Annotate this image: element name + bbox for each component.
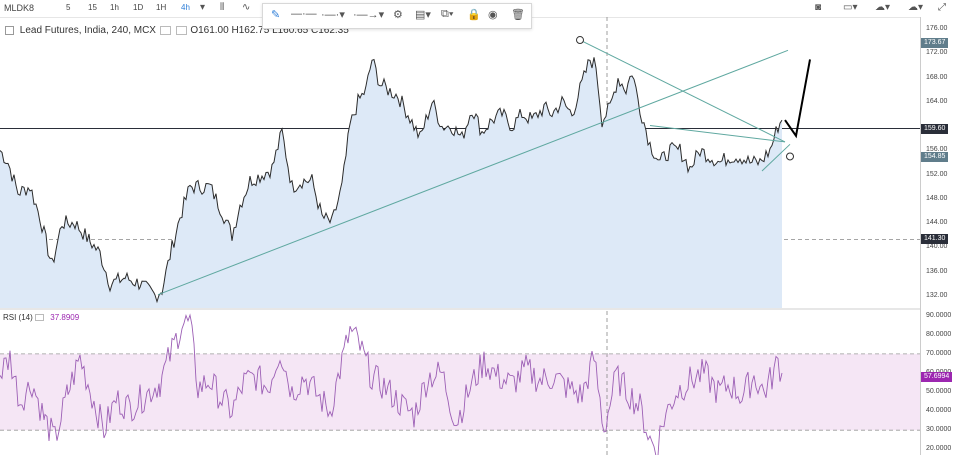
price-badge: 173.67 [921,38,949,49]
price-tick-label: 172.00 [926,49,948,57]
template-icon[interactable]: ▤▾ [415,9,431,21]
high-value: H162.75 [231,25,270,36]
price-area [0,57,782,309]
fullscreen-icon[interactable]: ⤢ [938,2,946,13]
price-tick-label: 132.00 [926,291,948,299]
rsi-label: RSI (14) [3,313,33,322]
price-tick-label: 168.00 [926,73,948,81]
price-tick-label: 140.00 [926,243,948,251]
close-value: C162.35 [311,25,349,36]
price-tick-label: 148.00 [926,194,948,202]
open-value: O161.00 [190,25,229,36]
timeframe-1h-alt[interactable]: 1H [156,3,167,12]
price-badge: 154.85 [921,152,949,163]
trash-icon[interactable]: 🗑 [511,9,525,21]
trend-handle-start[interactable] [576,36,584,45]
trend-handle-end[interactable] [786,152,794,161]
camera-icon[interactable]: ◙ [815,2,822,13]
series-title: Lead Futures, India, 240, MCX [19,25,156,36]
rsi-settings-icon[interactable] [35,314,45,322]
collapse-icon[interactable] [5,25,14,35]
rsi-tick-label: 90.0000 [926,311,952,319]
rsi-tick-label: 20.0000 [926,445,952,453]
price-badge: 159.60 [921,123,949,134]
line-style-icon[interactable]: —·— [291,8,317,20]
price-tick-label: 144.00 [926,219,948,227]
drawing-toolbar: ✎ —·— ·—·▾ ·—→▾ ⚙ ▤▾ ⧉▾ 🔒 ◉ 🗑 [262,3,532,29]
line-width-icon[interactable]: ·—·▾ [321,9,345,21]
price-tick-label: 156.00 [926,146,948,154]
cloud-load-icon[interactable]: ☁▾ [908,2,924,13]
rsi-tick-label: 50.0000 [926,388,952,396]
clone-icon[interactable]: ⧉▾ [441,8,454,20]
rsi-tick-label: 30.0000 [926,426,952,434]
timeframe-15[interactable]: 15 [88,3,97,12]
rsi-band [0,353,920,431]
symbol-label[interactable]: MLDK8 [4,3,35,13]
price-tick-label: 176.00 [926,25,948,33]
rsi-tick-label: 80.0000 [926,330,952,338]
layout-icon[interactable]: ▭▾ [843,2,858,13]
timeframe-5[interactable]: 5 [66,3,71,12]
trend-line-falling[interactable] [579,39,786,143]
eye-icon[interactable]: ◉ [488,9,498,21]
projection-line[interactable] [784,59,811,139]
rsi-legend: RSI (14) 37.8909 [3,313,79,322]
lock-icon[interactable]: 🔒 [467,9,481,21]
price-tick-label: 136.00 [926,267,948,275]
rsi-tick-label: 70.0000 [926,349,952,357]
trend-line-flat[interactable] [649,125,786,143]
low-value: L160.65 [272,25,309,36]
price-tick-label: 152.00 [926,170,948,178]
series-legend: Lead Futures, India, 240, MCX O161.00 H1… [5,25,349,36]
gear-icon[interactable]: ⚙ [393,9,403,21]
rsi-value: 37.8909 [50,313,80,322]
rsi-series-line [0,313,783,455]
visibility-icon[interactable] [159,25,171,35]
price-tick-label: 164.00 [926,97,948,105]
timeframe-4h[interactable]: 4h [181,3,190,12]
line-end-icon[interactable]: ·—→▾ [353,9,385,21]
price-badge: 141.30 [921,234,949,245]
indicator-icon[interactable]: ∿ [242,2,251,13]
rsi-tick-label: 40.0000 [926,407,952,415]
cloud-save-icon[interactable]: ☁▾ [875,2,891,13]
chevron-down-icon[interactable]: ▾ [200,2,206,13]
rsi-badge: 57.6994 [921,372,953,383]
candle-style-icon[interactable]: ⫴ [220,2,225,13]
timeframe-1h[interactable]: 1h [110,3,119,12]
trend-line-short[interactable] [761,143,791,172]
price-series-line [0,57,783,304]
settings-icon[interactable] [175,25,187,35]
pencil-icon[interactable]: ✎ [271,9,281,21]
timeframe-1d[interactable]: 1D [133,3,144,12]
